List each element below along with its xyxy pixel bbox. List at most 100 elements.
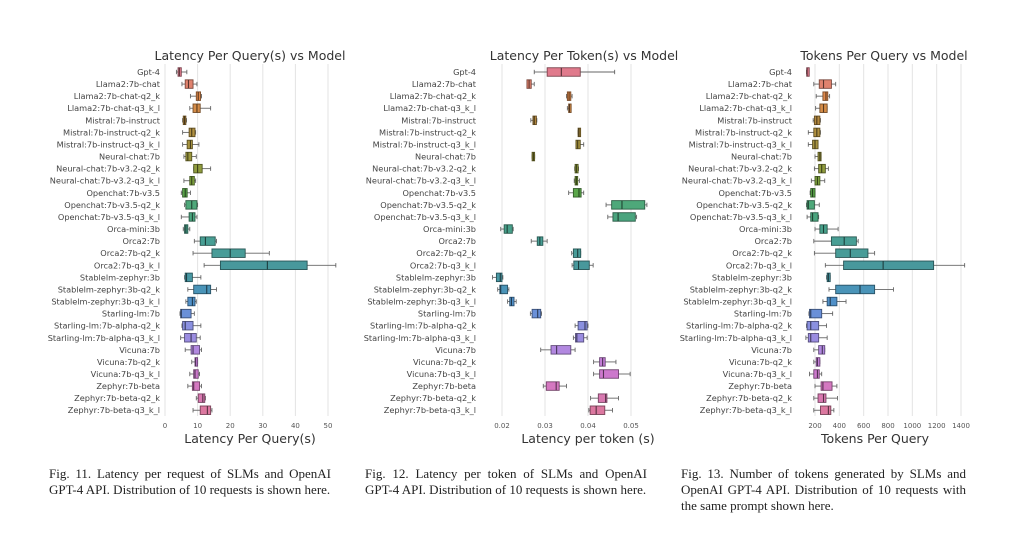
box-12	[180, 212, 198, 222]
y-tick-label: Orca2:7b	[754, 236, 792, 246]
y-tick-label: Neural-chat:7b	[415, 152, 476, 162]
y-tick-label: Starling-lm:7b-alpha-q2_k	[54, 321, 160, 331]
box-18	[828, 284, 894, 295]
y-tick-label: Orca-mini:3b	[107, 224, 160, 234]
x-tick-label: 1000	[903, 422, 921, 430]
y-tick-label: Orca2:7b-q2_k	[100, 248, 160, 258]
box-3	[815, 103, 828, 113]
y-tick-label: Zephyr:7b-beta-q2_k	[706, 393, 792, 403]
y-tick-label: Openchat:7b-v3.5-q3_k_l	[374, 212, 476, 222]
box-26	[814, 381, 838, 391]
box-iqr	[185, 151, 193, 162]
box-23	[184, 345, 202, 355]
y-tick-label: Starling-lm:7b-alpha-q3_k_l	[680, 333, 792, 343]
y-tick-label: Llama2:7b-chat-q2_k	[706, 91, 793, 101]
x-tick-label: 0.02	[494, 422, 510, 430]
box-iqr	[184, 272, 193, 283]
box-iqr	[180, 308, 192, 319]
box-17	[184, 272, 202, 283]
box-iqr	[813, 369, 820, 379]
box-iqr	[817, 393, 827, 403]
box-11	[184, 200, 199, 210]
box-iqr	[199, 236, 216, 246]
y-tick-label: Neural-chat:7b-v3.2-q2_k	[56, 164, 160, 174]
y-tick-label: Vicuna:7b-q2_k	[729, 357, 792, 367]
box-26	[542, 381, 567, 391]
y-tick-label: Openchat:7b-v3.5-q2_k	[64, 200, 160, 210]
y-tick-label: Vicuna:7b-q3_k_l	[407, 369, 476, 379]
y-tick-label: Vicuna:7b	[119, 345, 160, 355]
box-23	[813, 345, 826, 355]
box-14	[530, 236, 548, 246]
y-tick-label: Llama2:7b-chat-q3_k_l	[67, 103, 160, 113]
box-iqr	[572, 248, 582, 258]
x-tick-label: 1400	[952, 422, 970, 430]
box-15	[571, 248, 582, 258]
box-25	[189, 369, 201, 379]
box-6	[807, 139, 819, 150]
y-tick-label: Vicuna:7b-q2_k	[97, 357, 160, 367]
x-tick-label: 600	[857, 422, 870, 430]
y-tick-label: Openchat:7b-v3.5-q3_k_l	[58, 212, 160, 222]
y-tick-label: Orca2:7b	[438, 236, 476, 246]
y-tick-label: Mistral:7b-instruct-q3_k_l	[689, 139, 792, 149]
y-tick-label: Orca2:7b-q2_k	[416, 248, 476, 258]
x-tick-label: 50	[324, 422, 333, 430]
y-tick-label: Zephyr:7b-beta	[96, 381, 160, 391]
box-iqr	[545, 381, 560, 391]
y-tick-label: Orca2:7b	[122, 236, 160, 246]
box-4	[182, 115, 187, 126]
box-9	[810, 176, 826, 186]
box-28	[588, 405, 613, 415]
y-tick-label: Neural-chat:7b-v3.2-q3_k_l	[50, 176, 160, 186]
box-iqr	[611, 200, 646, 210]
y-tick-label: Orca2:7b-q2_k	[732, 248, 792, 258]
chart-latency-per-query: Latency Per Query(s) vs Model 0 10 20 30 40 50…	[48, 48, 346, 446]
box-20	[808, 308, 834, 319]
x-tick-label: 0.04	[580, 422, 596, 430]
y-tick-label: Mistral:7b-instruct-q2_k	[63, 127, 160, 137]
y-tick-label: Starling-lm:7b-alpha-q2_k	[686, 321, 792, 331]
box-23	[540, 345, 576, 355]
box-iqr	[182, 320, 194, 331]
box-27	[590, 393, 619, 403]
box-14	[813, 236, 859, 246]
box-21	[574, 320, 589, 331]
box-1	[181, 79, 198, 89]
y-tick-label: Gpt-4	[137, 67, 160, 77]
y-tick-label: Llama2:7b-chat-q3_k_l	[699, 103, 792, 113]
box-19	[507, 296, 517, 307]
box-12	[607, 212, 638, 222]
x-tick-label: 0	[163, 422, 167, 430]
x-tick-label: 40	[291, 422, 300, 430]
box-14	[193, 236, 217, 246]
x-tick-label: 800	[881, 422, 894, 430]
x-tick-label: 400	[833, 422, 846, 430]
box-22	[805, 333, 828, 343]
box-iqr	[190, 345, 201, 355]
y-tick-label: Vicuna:7b	[435, 345, 476, 355]
y-tick-label: Neural-chat:7b-v3.2-q2_k	[688, 164, 792, 174]
y-tick-label: Stablelm-zephyr:3b-q3_k_l	[367, 297, 476, 307]
box-16	[571, 260, 594, 270]
y-tick-label: Openchat:7b-v3.5-q2_k	[380, 200, 476, 210]
box-10	[568, 188, 585, 198]
y-tick-label: Vicuna:7b-q3_k_l	[91, 369, 160, 379]
y-tick-label: Stablelm-zephyr:3b	[396, 272, 476, 282]
y-tick-label: Llama2:7b-chat	[96, 79, 161, 89]
box-iqr	[820, 381, 833, 391]
y-tick-label: Mistral:7b-instruct	[85, 115, 161, 125]
box-iqr	[818, 79, 832, 89]
box-17	[826, 272, 831, 283]
box-11	[605, 200, 648, 210]
y-tick-label: Zephyr:7b-beta	[728, 381, 792, 391]
box-iqr	[612, 212, 636, 222]
box-iqr	[835, 284, 876, 295]
box-16	[203, 260, 337, 270]
box-6	[182, 139, 200, 150]
box-20	[179, 308, 195, 319]
y-tick-label: Llama2:7b-chat-q2_k	[390, 91, 477, 101]
y-tick-label: Mistral:7b-instruct-q2_k	[695, 127, 792, 137]
box-iqr	[577, 320, 588, 331]
box-13	[182, 224, 191, 234]
